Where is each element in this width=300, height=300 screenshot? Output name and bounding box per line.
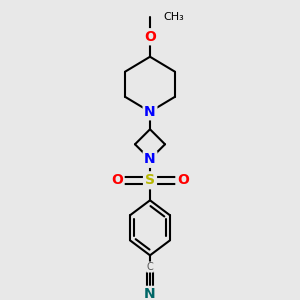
Text: N: N [144, 105, 156, 119]
Text: N: N [144, 152, 156, 166]
Text: O: O [111, 173, 123, 187]
Text: S: S [145, 173, 155, 187]
Text: O: O [144, 30, 156, 44]
Text: N: N [144, 287, 156, 300]
Text: CH₃: CH₃ [164, 12, 184, 22]
Text: C: C [147, 262, 153, 272]
Text: O: O [177, 173, 189, 187]
